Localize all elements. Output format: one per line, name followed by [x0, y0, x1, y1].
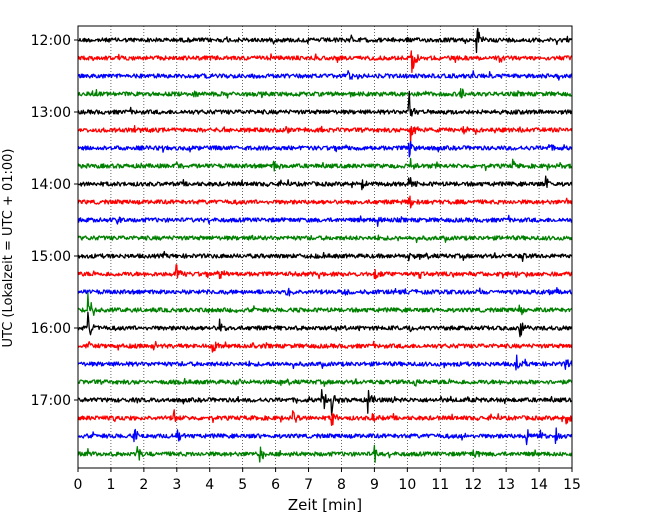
trace-line — [77, 388, 572, 416]
y-tick-label: 14:00 — [31, 177, 71, 193]
plot-background — [78, 26, 572, 468]
trace-line — [77, 409, 573, 427]
y-axis-ticks: 12:00 13:00 14:00 15:00 16:00 17:00 — [31, 33, 78, 409]
x-tick-label: 10 — [398, 477, 416, 493]
y-tick-label: 16:00 — [31, 321, 71, 337]
trace-line — [77, 195, 573, 209]
x-tick-label: 7 — [304, 477, 313, 493]
trace-line — [77, 287, 573, 297]
trace-line — [77, 70, 573, 81]
trace-line — [77, 214, 573, 227]
x-tick-label: 8 — [337, 477, 346, 493]
y-tick-label: 17:00 — [31, 393, 71, 409]
y-axis-label: UTC (Lokalzeit = UTC + 01:00) — [1, 149, 16, 348]
x-tick-label: 9 — [370, 477, 379, 493]
trace-line — [77, 234, 573, 244]
trace-line — [77, 175, 573, 191]
trace-line — [77, 340, 573, 353]
x-tick-label: 11 — [431, 477, 449, 493]
trace-line — [77, 50, 573, 74]
x-tick-label: 3 — [172, 477, 181, 493]
trace-line — [77, 311, 573, 338]
trace-line — [77, 444, 573, 463]
y-tick-label: 12:00 — [31, 33, 71, 49]
trace-line — [77, 427, 573, 446]
trace-line — [77, 141, 573, 158]
x-tick-label: 2 — [139, 477, 148, 493]
x-tick-label: 4 — [205, 477, 214, 493]
y-tick-label: 13:00 — [31, 105, 71, 121]
x-tick-label: 15 — [563, 477, 581, 493]
plot-frame — [77, 25, 573, 469]
trace-line — [77, 90, 573, 117]
trace-line — [77, 157, 573, 172]
x-tick-label: 5 — [238, 477, 247, 493]
x-tick-label: 14 — [530, 477, 548, 493]
trace-line — [77, 27, 573, 54]
x-axis-label: Zeit [min] — [288, 496, 362, 514]
y-tick-label: 15:00 — [31, 249, 71, 265]
trace-lines — [77, 27, 573, 463]
trace-line — [77, 264, 573, 280]
trace-line — [77, 250, 573, 263]
trace-line — [77, 88, 573, 99]
x-tick-label: 13 — [497, 477, 515, 493]
x-tick-label: 6 — [271, 477, 280, 493]
trace-line — [77, 354, 573, 371]
trace-line — [77, 377, 573, 387]
x-tick-label: 0 — [74, 477, 83, 493]
trace-line — [77, 292, 573, 317]
x-axis-ticks: 0 1 2 3 4 5 6 7 8 9 10 11 12 13 14 15 — [74, 468, 581, 493]
x-tick-label: 1 — [106, 477, 115, 493]
x-tick-label: 12 — [464, 477, 482, 493]
trace-line — [77, 125, 573, 145]
